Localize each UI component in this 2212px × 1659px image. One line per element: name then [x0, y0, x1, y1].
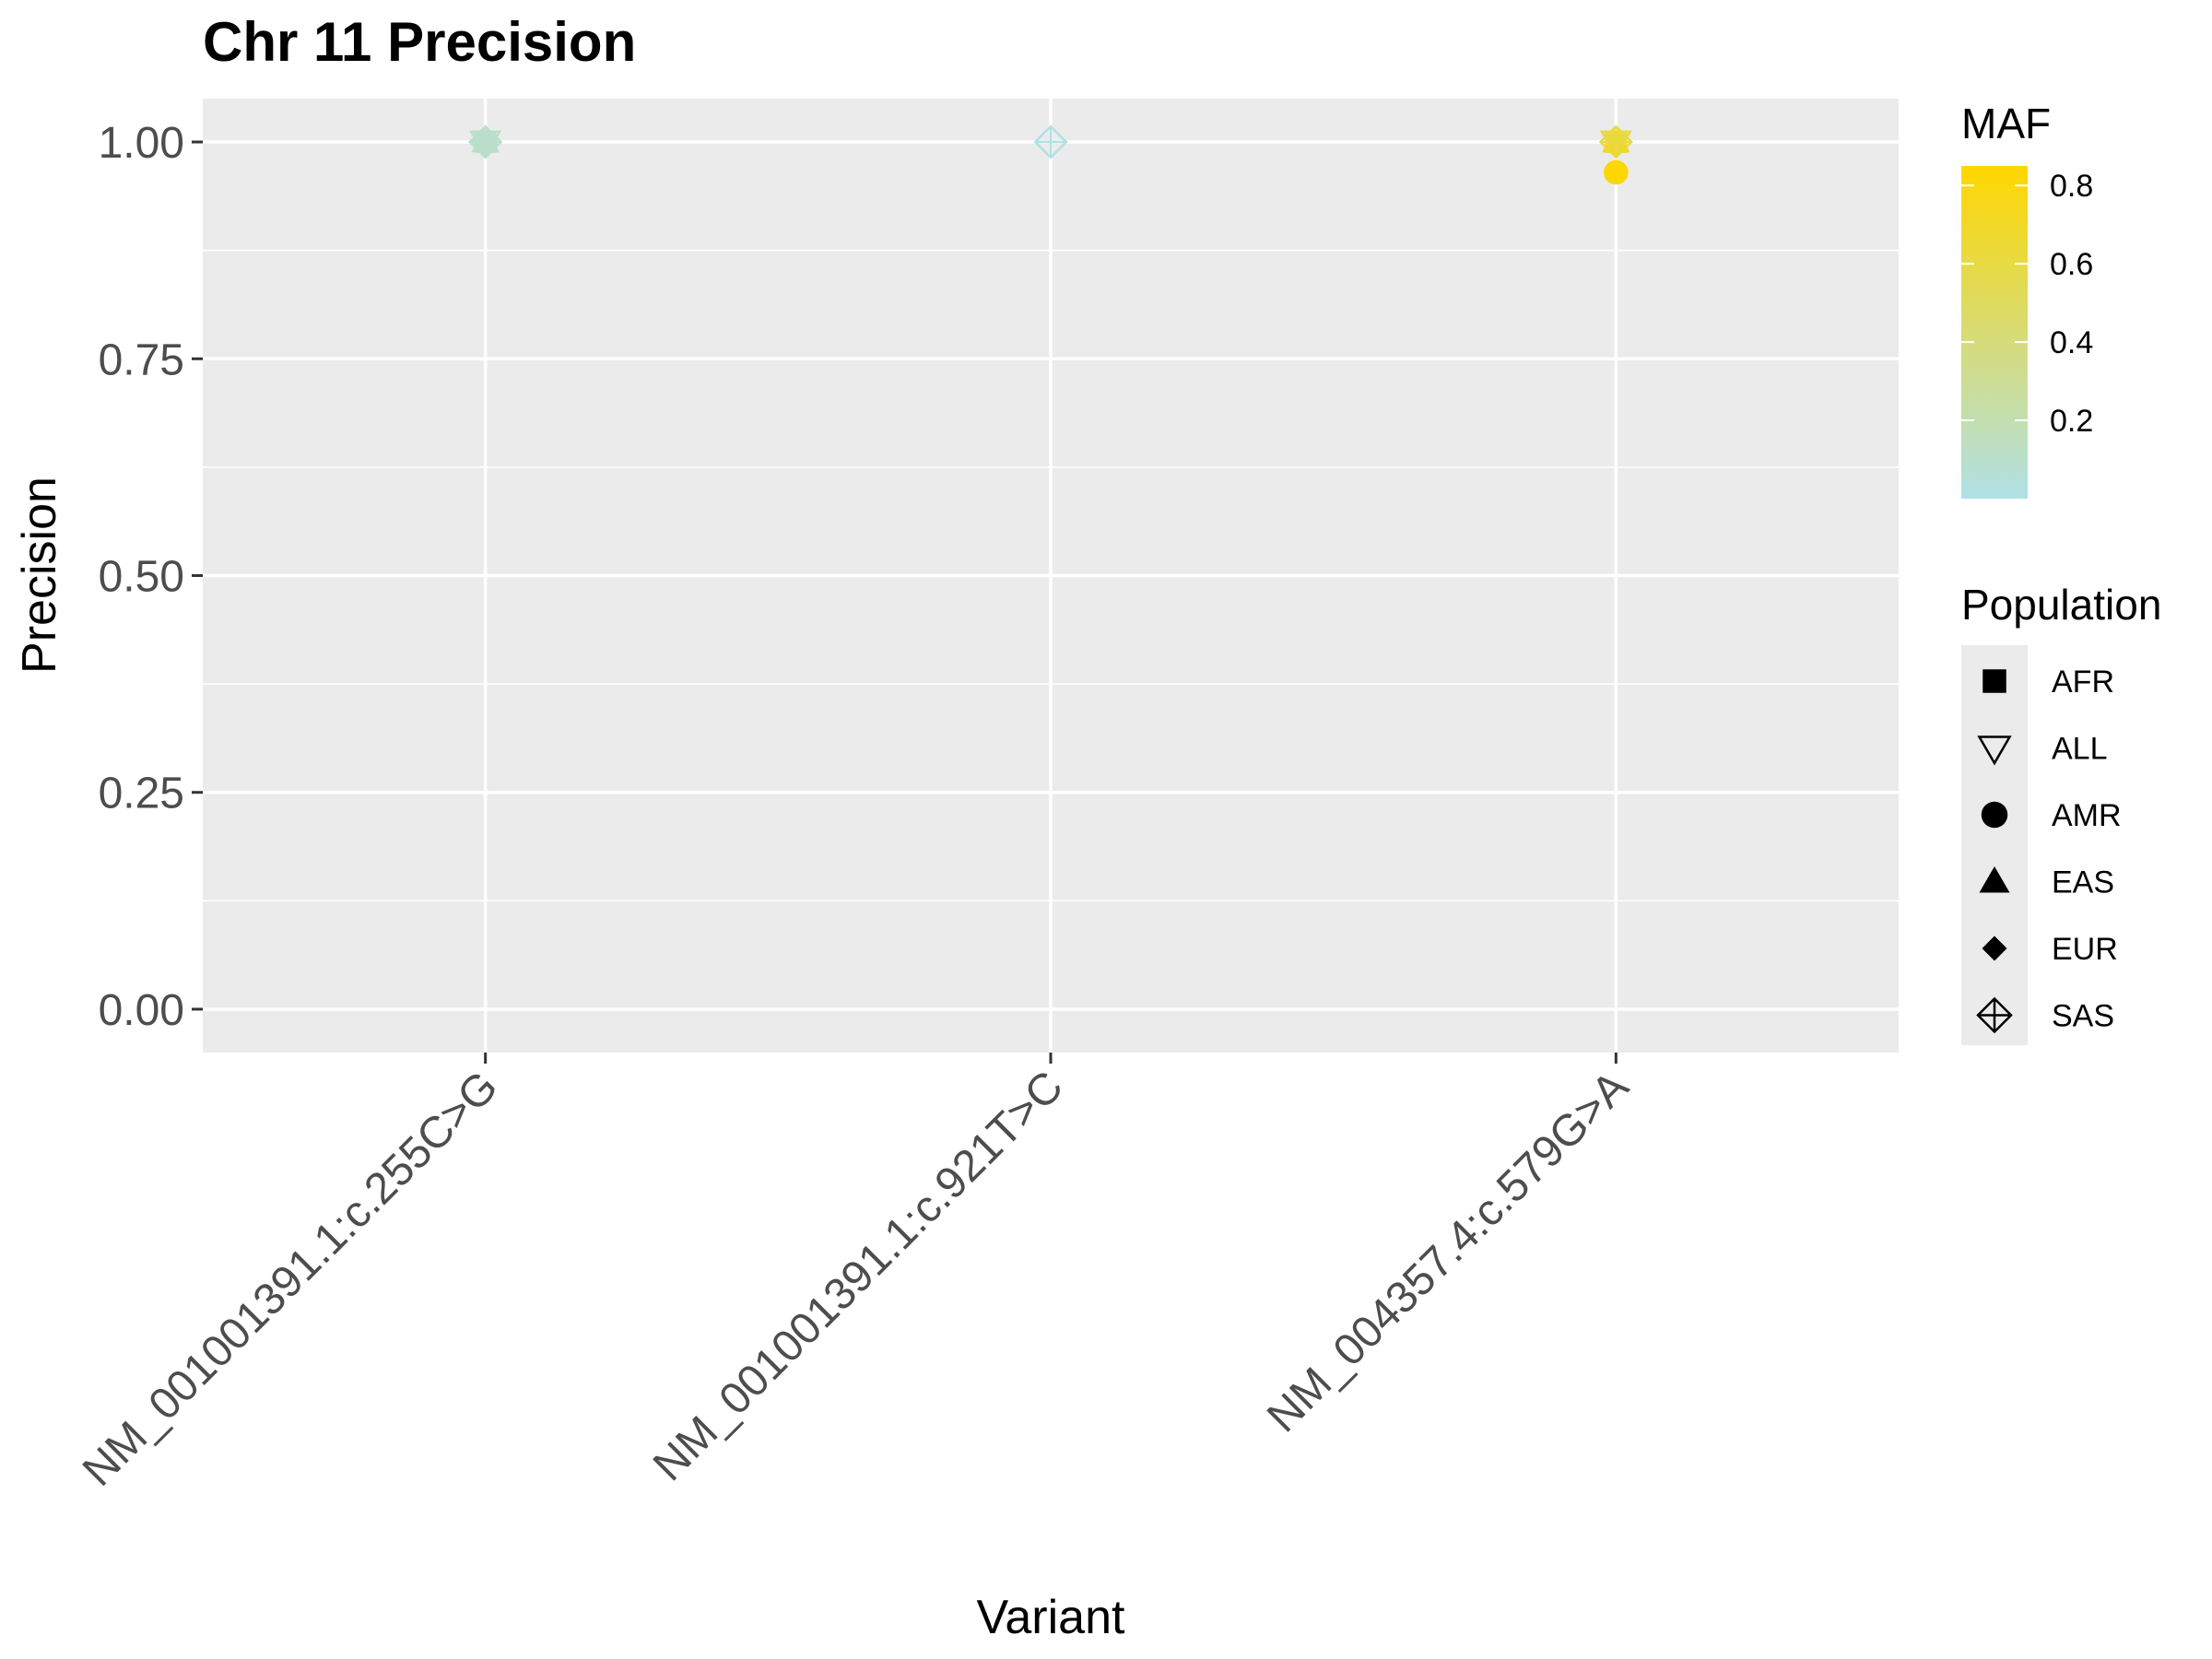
y-tick-label: 0.00 — [99, 986, 184, 1035]
population-legend-keys-background — [1961, 645, 2028, 1045]
legend-key-eas — [1979, 866, 2010, 893]
legend-key-all — [1977, 735, 2012, 766]
population-legend-title: Population — [1961, 581, 2161, 629]
maf-tick-label: 0.2 — [2050, 404, 2093, 439]
y-tick-label: 0.25 — [99, 770, 184, 818]
legend-label-eas: EAS — [2052, 865, 2114, 900]
maf-tick-label: 0.4 — [2050, 325, 2093, 360]
x-tick-label: NM_004357.4:c.579G>A — [1258, 1062, 1638, 1441]
maf-colorbar-ticks: 0.2 0.4 0.6 0.8 — [1961, 169, 2093, 439]
data-point-sas — [468, 124, 503, 159]
maf-colorbar — [1961, 166, 2028, 499]
maf-legend-title: MAF — [1961, 100, 2051, 147]
x-tick-label: NM_001001391.1:c.921T>C — [644, 1062, 1073, 1490]
legend-label-all: ALL — [2052, 732, 2108, 767]
x-axis-title: Variant — [977, 1591, 1125, 1644]
legend-key-sas — [1976, 996, 2013, 1034]
maf-tick-label: 0.8 — [2050, 169, 2093, 204]
chart-title: Chr 11 Precision — [203, 11, 636, 73]
y-axis-title: Precision — [13, 477, 66, 674]
data-point-sas — [1033, 124, 1068, 159]
population-legend-items: AFR ALL AMR EAS EUR SAS — [1976, 665, 2122, 1034]
x-tick-label: NM_001001391.1:c.255C>G — [74, 1062, 508, 1496]
legend-label-amr: AMR — [2052, 798, 2122, 833]
legend-label-afr: AFR — [2052, 665, 2114, 700]
maf-tick-label: 0.6 — [2050, 247, 2093, 282]
y-tick-label: 1.00 — [99, 119, 184, 168]
legend-key-amr — [1981, 801, 2008, 829]
y-tick-label: 0.75 — [99, 335, 184, 384]
data-points — [468, 124, 1633, 185]
y-tick-label: 0.50 — [99, 553, 184, 602]
population-legend: Population AFR ALL AMR EAS EUR SAS — [1961, 581, 2161, 1045]
legend-label-eur: EUR — [2052, 932, 2118, 967]
data-point-sas — [1598, 124, 1633, 159]
legend-key-afr — [1983, 669, 2006, 693]
data-point-amr — [1604, 159, 1629, 185]
maf-legend: MAF 0.2 0.4 0.6 0.8 — [1961, 100, 2093, 499]
legend-label-sas: SAS — [2052, 999, 2114, 1034]
legend-key-eur — [1982, 935, 2007, 961]
